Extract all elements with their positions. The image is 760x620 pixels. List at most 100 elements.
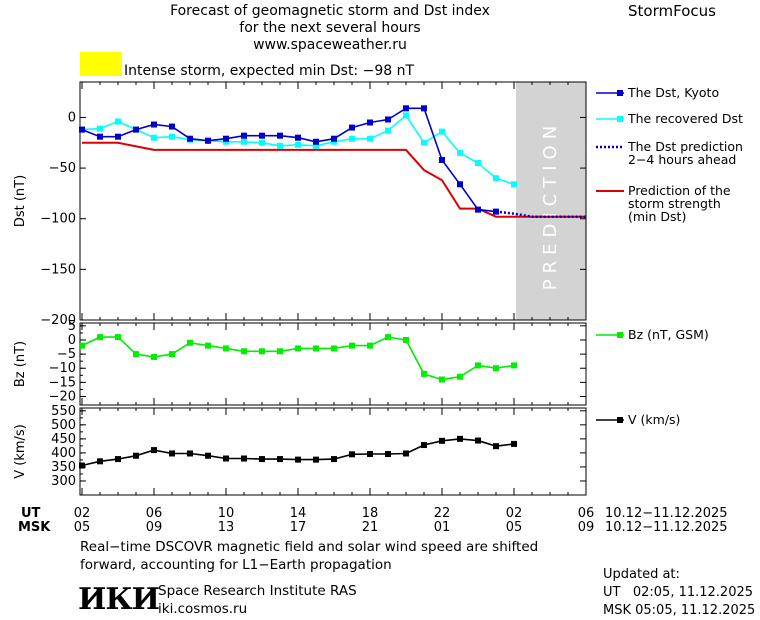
title-line-1: Forecast of geomagnetic storm and Dst in… xyxy=(170,3,490,19)
v-series-0-point xyxy=(457,435,463,442)
legend-item-bz-label: Bz (nT, GSM) xyxy=(628,327,709,342)
legend-item-bz-marker xyxy=(617,332,623,338)
ut-tick-label: 06 xyxy=(578,506,595,521)
msk-tick-label: 17 xyxy=(290,520,307,535)
dst-series-0-point xyxy=(205,137,211,144)
v-series-0-point xyxy=(295,456,301,463)
dst-series-0-point xyxy=(169,123,175,130)
footer-note-line-1: Real−time DSCOVR magnetic field and sola… xyxy=(80,539,539,555)
bz-ytick-label: −5 xyxy=(57,347,76,362)
institute-site[interactable]: iki.cosmos.ru xyxy=(158,601,248,617)
bz-ytick-label: 5 xyxy=(68,319,76,334)
updated-msk: MSK 05:05, 11.12.2025 xyxy=(603,603,756,618)
dst-series-1-point xyxy=(115,118,121,125)
bz-series-0-point xyxy=(313,345,319,352)
v-series-0-point xyxy=(313,456,319,463)
dst-series-1-point xyxy=(97,125,103,132)
chart-title: Forecast of geomagnetic storm and Dst in… xyxy=(120,3,540,54)
ut-date-range: 10.12−11.12.2025 xyxy=(605,506,728,521)
institute-info: Space Research Institute RAS iki.cosmos.… xyxy=(158,582,357,618)
msk-tick-label: 13 xyxy=(218,520,235,535)
bz-series-0-point xyxy=(187,339,193,346)
msk-tick-label: 21 xyxy=(362,520,379,535)
dst-series-0-point xyxy=(187,135,193,142)
v-ytick-label: 400 xyxy=(51,446,76,461)
bz-series-0-point xyxy=(115,334,121,341)
dst-series-0-point xyxy=(97,133,103,140)
dst-series-1-point xyxy=(457,149,463,156)
v-series-0-point xyxy=(511,440,517,447)
bz-series-0-point xyxy=(205,342,211,349)
dst-series-1-point xyxy=(475,160,481,167)
legend-item-dst-prediction-label: The Dst prediction 2−4 hours ahead xyxy=(627,139,743,167)
dst-series-1-point xyxy=(385,127,391,134)
bz-series-0-point xyxy=(331,345,337,352)
v-series-0-point xyxy=(241,455,247,462)
dst-series-0-line xyxy=(81,107,497,213)
legend-item-storm-strength-label-line: Prediction of the xyxy=(628,183,731,198)
dst-series-1-point xyxy=(439,128,445,135)
bz-series-0-point xyxy=(385,334,391,341)
v-series-0-point xyxy=(187,450,193,457)
dst-series-1-point xyxy=(223,138,229,145)
source-url[interactable]: www.spaceweather.ru xyxy=(253,37,407,53)
bz-ytick-label: −20 xyxy=(49,390,76,405)
v-series-0-point xyxy=(385,451,391,458)
dst-series-0-point xyxy=(457,181,463,188)
v-series-0-point xyxy=(493,443,499,450)
v-series-0-point xyxy=(97,458,103,465)
v-series-0-point xyxy=(349,451,355,458)
v-series-0-point xyxy=(421,442,427,449)
updated-ut: UT 02:05, 11.12.2025 xyxy=(603,585,754,600)
bz-series-0-point xyxy=(421,370,427,377)
legend-item-dst-recovered-label: The recovered Dst xyxy=(627,111,743,126)
dst-ytick-label: −200 xyxy=(40,313,76,328)
storm-level-label: Intense storm, expected min Dst: −98 nT xyxy=(124,63,415,79)
dst-series-1-point xyxy=(277,142,283,149)
dst-series-0-point xyxy=(421,105,427,112)
dst-series-2-line xyxy=(495,210,586,218)
dst-series-1-point xyxy=(367,135,373,142)
legend-item-storm-strength-label: Prediction of the storm strength (min Dst) xyxy=(628,183,731,224)
prediction-label: PREDICTION xyxy=(540,120,561,290)
institute-name: Space Research Institute RAS xyxy=(158,583,357,599)
dst-series-1-point xyxy=(241,138,247,145)
dst-ylabel: Dst (nT) xyxy=(13,175,28,227)
dst-series-0-point xyxy=(349,124,355,131)
legend-item-storm-strength-label-line: (min Dst) xyxy=(628,209,686,224)
dst-series-0-point xyxy=(295,134,301,141)
dst-series-1-point xyxy=(331,138,337,145)
v-series-0-point xyxy=(115,456,121,463)
footer-note: Real−time DSCOVR magnetic field and sola… xyxy=(80,538,538,574)
bz-series-0-line xyxy=(81,336,515,381)
legend-item-v-marker xyxy=(617,417,623,423)
bz-series-0-point xyxy=(403,336,409,343)
bz-series-0-point xyxy=(133,351,139,358)
legend-item-storm-strength-label-line: storm strength xyxy=(628,196,721,211)
bz-series-0-point xyxy=(475,362,481,369)
dst-ytick-label: 0 xyxy=(68,110,76,125)
dst-series-0-point xyxy=(79,126,85,133)
dst-series-0-point xyxy=(115,133,121,140)
dst-ytick-label: −50 xyxy=(49,161,76,176)
v-ytick-label: 450 xyxy=(51,432,76,447)
legend-item-dst-recovered-marker xyxy=(617,116,623,122)
dst-series-1-point xyxy=(295,141,301,148)
v-series-0-point xyxy=(475,437,481,444)
bz-ylabel: Bz (nT) xyxy=(13,341,28,387)
v-series-0-point xyxy=(403,450,409,457)
dst-series-0-point xyxy=(313,138,319,145)
dst-ytick-label: −100 xyxy=(40,212,76,227)
v-series-0-point xyxy=(331,456,337,463)
dst-frame xyxy=(79,81,587,321)
v-series-0-point xyxy=(133,452,139,459)
dst-series-0-point xyxy=(403,105,409,112)
legend-item-dst-kyoto-marker xyxy=(617,90,623,96)
bz-series-0-point xyxy=(277,348,283,355)
dst-series-0-point xyxy=(223,135,229,142)
updated-label: Updated at: xyxy=(603,567,680,582)
v-series-0-point xyxy=(367,451,373,458)
bz-series-0-point xyxy=(151,353,157,360)
bz-series-0-point xyxy=(223,345,229,352)
iki-logo: ИКИ xyxy=(78,582,160,617)
